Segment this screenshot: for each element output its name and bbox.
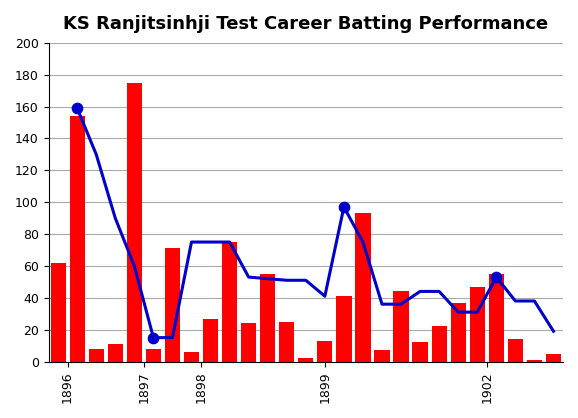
Bar <box>50 263 66 362</box>
Bar <box>527 360 542 362</box>
Point <box>339 204 349 210</box>
Bar <box>69 116 85 362</box>
Bar <box>488 274 504 362</box>
Point <box>492 274 501 280</box>
Bar <box>165 248 180 362</box>
Title: KS Ranjitsinhji Test Career Batting Performance: KS Ranjitsinhji Test Career Batting Perf… <box>63 15 549 33</box>
Bar <box>546 354 561 362</box>
Bar <box>279 322 294 362</box>
Bar <box>336 296 351 362</box>
Bar <box>241 323 256 362</box>
Bar <box>108 344 123 362</box>
Bar <box>317 341 332 362</box>
Bar <box>88 349 104 362</box>
Bar <box>222 242 237 362</box>
Bar <box>203 319 218 362</box>
Bar <box>375 350 390 362</box>
Bar <box>394 291 409 362</box>
Bar <box>470 287 485 362</box>
Bar <box>432 326 447 362</box>
Bar <box>127 83 142 362</box>
Point <box>149 334 158 341</box>
Bar <box>451 303 466 362</box>
Bar <box>184 352 199 362</box>
Bar <box>355 213 370 362</box>
Bar <box>298 358 313 362</box>
Bar <box>260 274 275 362</box>
Bar <box>146 349 161 362</box>
Bar <box>413 342 428 362</box>
Bar <box>507 339 523 362</box>
Point <box>73 105 82 112</box>
